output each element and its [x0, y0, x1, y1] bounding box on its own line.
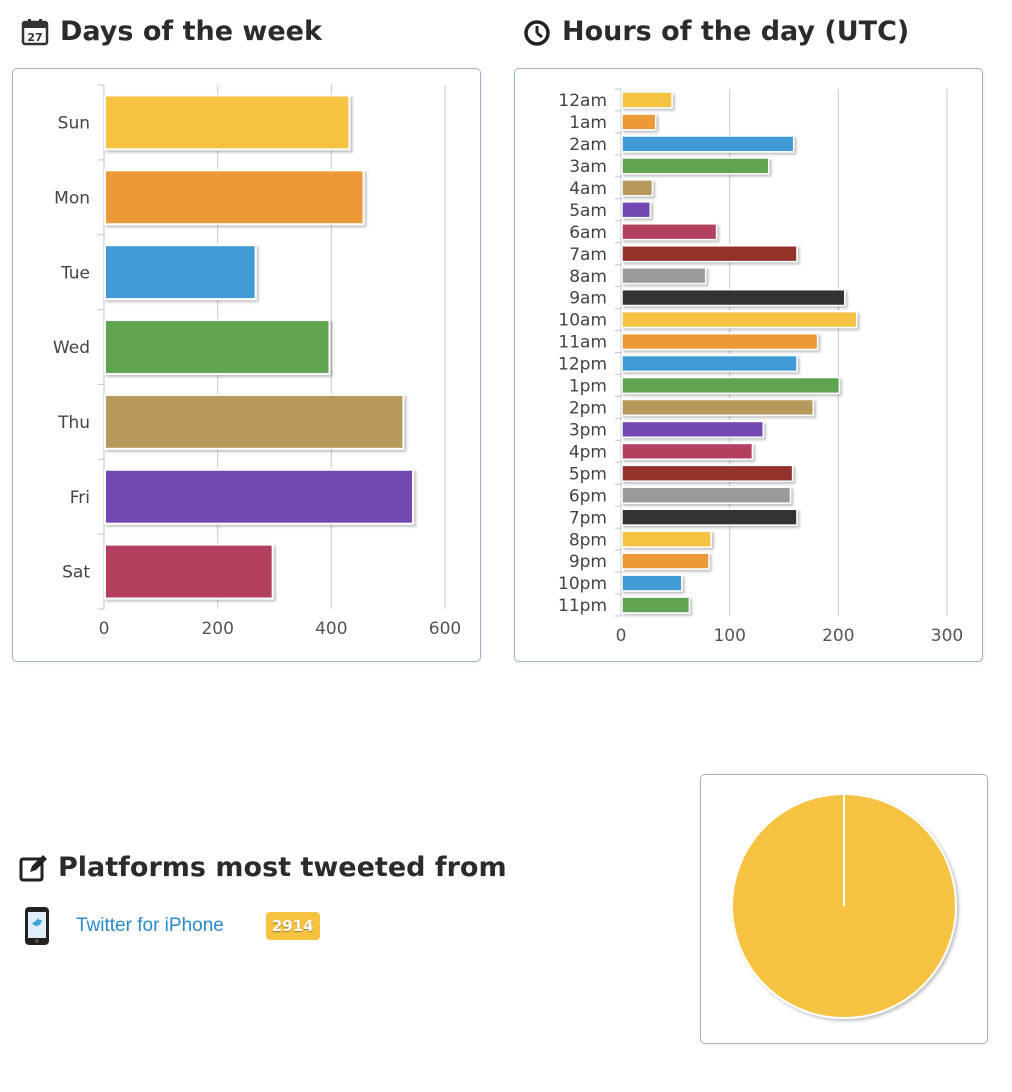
- bar-8am[interactable]: [621, 266, 707, 285]
- bar-6am[interactable]: [621, 223, 718, 241]
- bar-3am[interactable]: [621, 157, 770, 175]
- y-category-label: 11am: [558, 333, 607, 353]
- y-category-label: 1am: [569, 113, 607, 133]
- y-category-label: 2am: [569, 135, 607, 155]
- y-category-label: Tue: [60, 263, 90, 283]
- y-category-label: Sun: [58, 114, 90, 134]
- bar-6pm[interactable]: [621, 486, 792, 504]
- y-category-label: 5am: [569, 201, 607, 221]
- bar-tue[interactable]: [104, 244, 257, 301]
- hours-section-title: Hours of the day (UTC): [522, 16, 909, 47]
- platforms-section-title: Platforms most tweeted from: [18, 852, 507, 883]
- y-category-label: 1pm: [569, 377, 607, 397]
- x-tick-label: 200: [822, 626, 854, 646]
- y-category-label: 11pm: [558, 596, 607, 616]
- y-category-label: Mon: [54, 188, 90, 208]
- calendar-icon: 27: [21, 18, 49, 45]
- days-chart: 0 200 400 600 Sun Mon Tue Wed Thu Fri Sat: [53, 84, 461, 639]
- y-category-label: 6pm: [569, 486, 607, 506]
- y-category-label: 12am: [558, 91, 607, 111]
- bar-4am[interactable]: [621, 179, 654, 197]
- platforms-pie-panel: [700, 774, 988, 1044]
- bar-11pm[interactable]: [621, 596, 691, 614]
- bar-sat[interactable]: [104, 543, 274, 600]
- platforms-title-text: Platforms most tweeted from: [58, 852, 507, 883]
- bar-wed[interactable]: [104, 319, 331, 375]
- y-category-label: 10pm: [558, 574, 607, 594]
- bar-9am[interactable]: [621, 288, 846, 307]
- y-category-label: 3am: [569, 157, 607, 177]
- y-category-label: 6am: [569, 223, 607, 243]
- y-category-label: 3pm: [569, 420, 607, 440]
- y-category-label: Wed: [53, 338, 90, 358]
- days-title-text: Days of the week: [60, 16, 322, 47]
- y-category-label: Fri: [70, 488, 90, 508]
- x-tick-label: 300: [931, 626, 963, 646]
- bar-9pm[interactable]: [621, 552, 710, 570]
- y-category-label: 10am: [558, 311, 607, 331]
- x-tick-label: 400: [315, 619, 347, 639]
- y-category-label: 8pm: [569, 530, 607, 550]
- bar-thu[interactable]: [104, 393, 405, 450]
- x-tick-label: 100: [713, 626, 745, 646]
- y-category-label: 9am: [569, 289, 607, 309]
- bar-5pm[interactable]: [621, 464, 794, 482]
- clock-icon: [524, 19, 550, 46]
- bar-12pm[interactable]: [621, 354, 798, 373]
- bar-11am[interactable]: [621, 332, 819, 351]
- bar-mon[interactable]: [104, 169, 365, 226]
- bar-7am[interactable]: [621, 245, 798, 263]
- bar-10pm[interactable]: [621, 574, 683, 592]
- y-category-label: 5pm: [569, 464, 607, 484]
- bar-4pm[interactable]: [621, 442, 754, 460]
- bar-12am[interactable]: [621, 91, 673, 109]
- bar-7pm[interactable]: [621, 508, 798, 526]
- bar-1pm[interactable]: [621, 376, 841, 395]
- y-category-label: 12pm: [558, 355, 607, 375]
- bar-1am[interactable]: [621, 113, 657, 131]
- hours-chart-panel: 0 100 200 300 12am 1am 2am 3am 4am 5am 6am 7am 8am 9a…: [514, 68, 983, 662]
- bar-5am[interactable]: [621, 201, 652, 219]
- bar-2am[interactable]: [621, 135, 795, 153]
- bar-fri[interactable]: [104, 468, 415, 525]
- y-category-label: Thu: [57, 413, 90, 433]
- platform-link[interactable]: Twitter for iPhone: [76, 915, 224, 936]
- x-tick-label: 0: [616, 626, 627, 646]
- hours-chart: 0 100 200 300 12am1am2am3am4am5am6am7am8am9a…: [558, 88, 963, 646]
- y-category-label: 4am: [569, 179, 607, 199]
- platform-item: Twitter for iPhone 2914: [24, 906, 320, 946]
- edit-icon: [19, 854, 47, 881]
- y-category-label: Sat: [62, 563, 90, 583]
- calendar-icon-day: 27: [27, 31, 42, 44]
- days-chart-panel: 0 200 400 600 Sun Mon Tue Wed Thu Fri Sat: [12, 68, 481, 662]
- y-category-label: 9pm: [569, 552, 607, 572]
- y-category-label: 7am: [569, 245, 607, 265]
- bar-2pm[interactable]: [621, 398, 815, 417]
- platforms-pie-chart: [731, 793, 957, 1019]
- x-tick-label: 0: [99, 619, 110, 639]
- platform-count-badge: 2914: [265, 912, 320, 940]
- bar-sun[interactable]: [104, 94, 351, 151]
- y-category-label: 2pm: [569, 399, 607, 419]
- days-section-title: 27 Days of the week: [20, 16, 322, 47]
- y-category-label: 8am: [569, 267, 607, 287]
- y-category-label: 4pm: [569, 442, 607, 462]
- hours-title-text: Hours of the day (UTC): [562, 16, 910, 47]
- x-tick-label: 600: [429, 619, 461, 639]
- bar-3pm[interactable]: [621, 420, 765, 439]
- x-tick-label: 200: [201, 619, 233, 639]
- iphone-icon: [25, 907, 49, 945]
- bar-10am[interactable]: [621, 310, 858, 329]
- bar-8pm[interactable]: [621, 530, 712, 548]
- y-category-label: 7pm: [569, 508, 607, 528]
